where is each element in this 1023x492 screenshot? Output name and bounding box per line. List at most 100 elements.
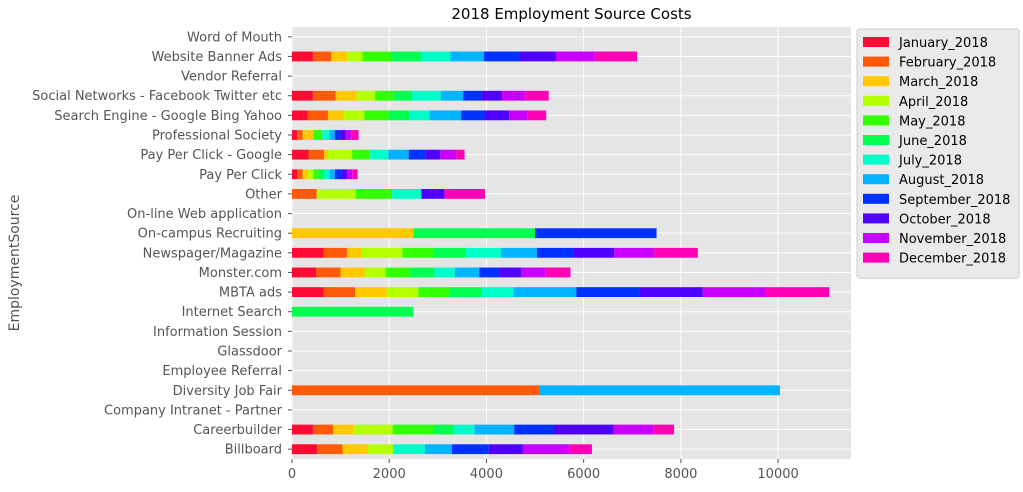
bar-segment: [393, 90, 413, 101]
bar-segment: [292, 306, 414, 317]
bar-segment: [408, 149, 426, 160]
bar-segment: [307, 110, 328, 121]
bar-segment: [344, 110, 365, 121]
bar-segment: [388, 110, 410, 121]
bar-segment: [702, 287, 766, 297]
bar-segment: [346, 51, 363, 62]
bar-segment: [364, 267, 386, 278]
bar-segment: [535, 228, 657, 239]
bar-segment: [522, 444, 570, 455]
legend-label: July_2018: [898, 154, 962, 169]
bar-segment: [433, 424, 454, 435]
bar-segment: [429, 110, 462, 121]
legend-swatch: [863, 135, 889, 145]
legend-label: June_2018: [898, 134, 967, 149]
bar-segment: [356, 90, 376, 101]
bar-segment: [576, 287, 640, 297]
bar-segment: [370, 149, 389, 160]
bar-segment: [513, 287, 577, 297]
bar-segment: [402, 247, 434, 258]
bar-segment: [653, 424, 675, 435]
legend-label: November_2018: [899, 232, 1006, 247]
bar-segment: [324, 169, 330, 180]
bar-segment: [292, 424, 313, 435]
y-tick-label: Pay Per Click - Google: [140, 148, 282, 163]
bar-segment: [367, 444, 394, 455]
bar-segment: [342, 444, 368, 455]
y-tick-label: Social Networks - Facebook Twitter etc: [32, 89, 282, 104]
bar-segment: [412, 90, 441, 101]
bar-segment: [573, 247, 615, 258]
bar-segment: [312, 424, 334, 435]
bar-segment: [327, 149, 353, 160]
bar-segment: [355, 189, 393, 199]
bar-segment: [509, 110, 528, 121]
bar-segment: [488, 444, 523, 455]
x-tick-label: 6000: [567, 467, 600, 482]
bar-segment: [392, 189, 422, 199]
y-tick-label: Newspager/Magazine: [143, 246, 282, 261]
bar-segment: [461, 110, 485, 121]
bar-segment: [425, 149, 441, 160]
y-tick-label: Website Banner Ads: [152, 50, 283, 65]
x-tick-label: 10000: [757, 467, 798, 482]
legend-label: March_2018: [899, 75, 978, 90]
bar-segment: [594, 51, 638, 62]
bar-segment: [292, 267, 317, 278]
bar-segment: [393, 444, 425, 455]
x-tick-label: 4000: [470, 467, 503, 482]
bar-segment: [449, 287, 482, 297]
legend-swatch: [863, 56, 889, 67]
bar-segment: [346, 169, 353, 180]
bar-segment: [292, 189, 317, 199]
legend-label: February_2018: [899, 56, 996, 71]
bar-segment: [353, 424, 393, 435]
legend-swatch: [863, 154, 889, 165]
bar-segment: [292, 444, 318, 455]
bar-segment: [539, 385, 781, 396]
bar-segment: [335, 90, 357, 101]
bar-segment: [434, 267, 455, 278]
bar-segment: [418, 287, 450, 297]
bar-segment: [355, 287, 387, 297]
y-tick-label: Search Engine - Google Bing Yahoo: [54, 109, 282, 124]
bar-segment: [569, 444, 592, 455]
bar-segment: [345, 130, 352, 140]
legend-label: January_2018: [898, 36, 988, 51]
bar-segment: [501, 90, 526, 101]
y-tick-label: Employee Referral: [162, 364, 282, 379]
bar-segment: [292, 228, 414, 239]
bar-segment: [520, 267, 546, 278]
bar-segment: [765, 287, 830, 297]
bar-segment: [481, 287, 514, 297]
bar-segment: [514, 424, 554, 435]
x-tick-label: 8000: [664, 467, 697, 482]
y-tick-label: Careerbuilder: [193, 423, 282, 438]
bar-segment: [316, 267, 341, 278]
y-tick-label: Company Intranet - Partner: [104, 403, 283, 418]
legend-label: September_2018: [899, 193, 1010, 208]
bar-segment: [346, 247, 362, 258]
bar-segment: [297, 169, 303, 180]
bar-segment: [385, 267, 411, 278]
legend-label: October_2018: [899, 212, 991, 227]
bar-segment: [484, 110, 510, 121]
y-tick-label: Billboard: [225, 443, 282, 458]
legend-label: December_2018: [899, 252, 1006, 267]
legend-swatch: [863, 213, 889, 224]
bar-segment: [318, 169, 325, 180]
bar-segment: [392, 424, 434, 435]
legend-label: August_2018: [899, 173, 984, 188]
y-tick-label: Monster.com: [199, 266, 282, 281]
bar-segment: [340, 130, 346, 140]
bar-segment: [440, 149, 457, 160]
y-tick-label: MBTA ads: [219, 286, 282, 301]
bar-segment: [386, 287, 419, 297]
bar-segment: [451, 444, 489, 455]
bar-segment: [450, 51, 485, 62]
y-tick-label: Vendor Referral: [181, 70, 282, 85]
bar-segment: [292, 287, 324, 297]
bar-segment: [481, 90, 502, 101]
